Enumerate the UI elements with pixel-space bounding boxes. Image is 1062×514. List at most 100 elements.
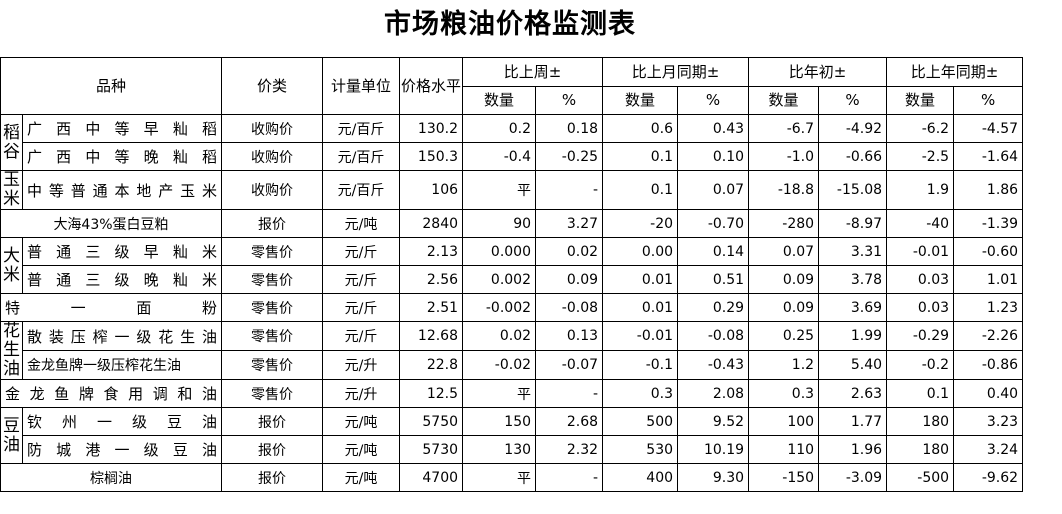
- unit: 元/升: [322, 379, 401, 408]
- last-year-pct: 1.23: [953, 293, 1024, 322]
- year-start-pct: 5.40: [818, 350, 888, 380]
- unit: 元/吨: [322, 435, 401, 464]
- table-row: 大米 普通三级早籼米 零售价 元/斤 2.13 0.000 0.02 0.00 0.14 0.07…: [0, 237, 1024, 294]
- week-qty: 130: [462, 435, 537, 464]
- unit: 元/斤: [322, 293, 401, 322]
- year-start-pct: 1.96: [818, 435, 888, 464]
- last-year-pct: -4.57: [953, 114, 1024, 143]
- variety-name: 广西中等晚籼稻: [21, 142, 223, 171]
- month-qty: 0.3: [602, 379, 679, 408]
- week-pct: 2.32: [535, 435, 604, 464]
- year-start-pct: -3.09: [818, 463, 888, 492]
- header-variety: 品种: [0, 57, 223, 115]
- last-year-qty: -40: [886, 209, 955, 238]
- unit: 元/百斤: [322, 114, 401, 143]
- month-qty: -0.01: [602, 321, 679, 351]
- month-pct: 0.51: [677, 265, 750, 294]
- price-type: 收购价: [221, 114, 324, 143]
- month-qty: 0.01: [602, 293, 679, 322]
- header-vs-last-week: 比上周±: [462, 57, 604, 87]
- week-pct: 2.68: [535, 407, 604, 436]
- header-vs-year-start: 比年初±: [748, 57, 888, 87]
- month-qty: 400: [602, 463, 679, 492]
- last-year-qty: -0.01: [886, 237, 955, 266]
- week-pct: -0.08: [535, 293, 604, 322]
- week-qty: 150: [462, 407, 537, 436]
- table-row: 金龙鱼牌食用调和油 零售价 元/升 12.5 平 -0.3 2.08 0.3 2.63 0.1 0.…: [0, 379, 1024, 408]
- unit: 元/斤: [322, 265, 401, 294]
- price-level: 106: [399, 170, 464, 210]
- price-type: 零售价: [221, 350, 324, 380]
- last-year-pct: -1.64: [953, 142, 1024, 171]
- last-year-pct: 1.86: [953, 170, 1024, 210]
- variety-name: 大海43%蛋白豆粕: [0, 209, 223, 238]
- week-pct: -: [535, 379, 604, 408]
- year-start-qty: 110: [748, 435, 820, 464]
- last-year-qty: 180: [886, 407, 955, 436]
- header-vs-last-year: 比上年同期±: [886, 57, 1024, 87]
- last-year-qty: 180: [886, 435, 955, 464]
- year-start-qty: 1.2: [748, 350, 820, 380]
- month-pct: -0.43: [677, 350, 750, 380]
- week-qty: -0.02: [462, 350, 537, 380]
- last-year-pct: -1.39: [953, 209, 1024, 238]
- last-year-pct: 1.01: [953, 265, 1024, 294]
- month-pct: 0.07: [677, 170, 750, 210]
- week-pct: -0.25: [535, 142, 604, 171]
- month-pct: 0.14: [677, 237, 750, 266]
- subheader-qty: 数量: [602, 86, 679, 115]
- last-year-qty: 0.1: [886, 379, 955, 408]
- week-qty: 0.02: [462, 321, 537, 351]
- month-qty: 0.00: [602, 237, 679, 266]
- group-label-cell: 大米: [0, 237, 23, 294]
- unit: 元/吨: [322, 407, 401, 436]
- month-qty: -20: [602, 209, 679, 238]
- last-year-pct: -0.86: [953, 350, 1024, 380]
- page-title: 市场粮油价格监测表: [384, 9, 636, 40]
- header-row: 品种 价类 计量单位 价格水平 比上周± 比上月同期± 比年初± 比上年同期±: [0, 57, 1024, 115]
- header-unit: 计量单位: [322, 57, 401, 115]
- year-start-pct: 2.63: [818, 379, 888, 408]
- table-row: 稻谷 广西中等早籼稻 收购价 元/百斤 130.2 0.2 0.18 0.6 0.43 -6.7-…: [0, 114, 1024, 171]
- week-qty: 0.2: [462, 114, 537, 143]
- year-start-pct: 3.31: [818, 237, 888, 266]
- variety-name: 棕榈油: [0, 463, 223, 492]
- week-pct: -0.07: [535, 350, 604, 380]
- last-year-qty: 1.9: [886, 170, 955, 210]
- price-level: 2.51: [399, 293, 464, 322]
- header-price-type: 价类: [221, 57, 324, 115]
- price-type: 报价: [221, 407, 324, 436]
- last-year-qty: -0.29: [886, 321, 955, 351]
- month-pct: -0.08: [677, 321, 750, 351]
- variety-name: 金龙鱼牌一级压榨花生油: [21, 350, 223, 380]
- year-start-qty: 0.09: [748, 265, 820, 294]
- year-start-pct: -15.08: [818, 170, 888, 210]
- subheader-qty: 数量: [748, 86, 820, 115]
- week-pct: -: [535, 170, 604, 210]
- variety-name: 金龙鱼牌食用调和油: [0, 379, 223, 408]
- price-table: 品种 价类 计量单位 价格水平 比上周± 比上月同期± 比年初± 比上年同期± …: [0, 57, 1024, 492]
- last-year-pct: -2.26: [953, 321, 1024, 351]
- price-type: 零售价: [221, 265, 324, 294]
- week-qty: -0.002: [462, 293, 537, 322]
- unit: 元/升: [322, 350, 401, 380]
- year-start-qty: 100: [748, 407, 820, 436]
- variety-name: 普通三级晚籼米: [21, 265, 223, 294]
- table-row: 棕榈油 报价 元/吨 4700 平 -400 9.30 -150 -3.09 -500 -9.62: [0, 463, 1024, 492]
- unit: 元/吨: [322, 463, 401, 492]
- year-start-pct: -8.97: [818, 209, 888, 238]
- price-level: 5750: [399, 407, 464, 436]
- week-pct: 0.02: [535, 237, 604, 266]
- price-level: 2.56: [399, 265, 464, 294]
- month-pct: 2.08: [677, 379, 750, 408]
- price-level: 150.3: [399, 142, 464, 171]
- variety-name: 散装压榨一级花生油: [21, 321, 223, 351]
- variety-name: 钦州一级豆油: [21, 407, 223, 436]
- last-year-pct: 0.40: [953, 379, 1024, 408]
- month-pct: 10.19: [677, 435, 750, 464]
- year-start-pct: -0.66: [818, 142, 888, 171]
- price-level: 5730: [399, 435, 464, 464]
- variety-name: 中等普通本地产玉米: [21, 170, 223, 210]
- subheader-row: 数量 % 数量 % 数量 % 数量 %: [1, 86, 1024, 115]
- price-type: 报价: [221, 463, 324, 492]
